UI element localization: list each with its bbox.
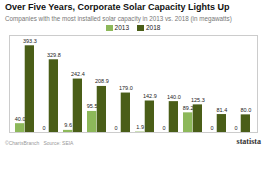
svg-text:0: 0 bbox=[115, 125, 118, 131]
html-text:©ChartsBranch Source: SEIA: ©ChartsBranch Source: SEIA bbox=[5, 140, 74, 147]
svg-text:393.3: 393.3 bbox=[23, 38, 37, 44]
svg-text:0: 0 bbox=[211, 125, 214, 131]
svg-text:0: 0 bbox=[43, 125, 46, 131]
svg-text:242.4: 242.4 bbox=[71, 71, 85, 77]
svg-text:0: 0 bbox=[235, 125, 238, 131]
svg-text:95.5: 95.5 bbox=[87, 104, 98, 110]
svg-text:208.9: 208.9 bbox=[95, 79, 109, 85]
html-text:statista: statista bbox=[236, 137, 261, 147]
svg-text:80.0: 80.0 bbox=[241, 107, 252, 113]
html-text:2013: 2013 bbox=[114, 24, 129, 32]
svg-text:89.2: 89.2 bbox=[183, 105, 194, 111]
svg-text:9.6: 9.6 bbox=[64, 123, 72, 129]
svg-text:81.4: 81.4 bbox=[217, 107, 228, 113]
html-text:Companies with the most instal: Companies with the most installed solar … bbox=[5, 14, 232, 22]
svg-text:329.8: 329.8 bbox=[47, 52, 61, 58]
svg-text:142.9: 142.9 bbox=[143, 93, 157, 99]
svg-text:179.0: 179.0 bbox=[119, 85, 133, 91]
svg-text:0: 0 bbox=[163, 125, 166, 131]
html-text:2018: 2018 bbox=[146, 24, 161, 32]
svg-text:1.9: 1.9 bbox=[136, 124, 144, 130]
html-text:Over Five Years, Corporate Sol: Over Five Years, Corporate Solar Capacit… bbox=[5, 2, 230, 12]
svg-text:40.0: 40.0 bbox=[15, 116, 26, 122]
svg-text:125.3: 125.3 bbox=[191, 97, 205, 103]
svg-text:140.0: 140.0 bbox=[167, 94, 181, 100]
